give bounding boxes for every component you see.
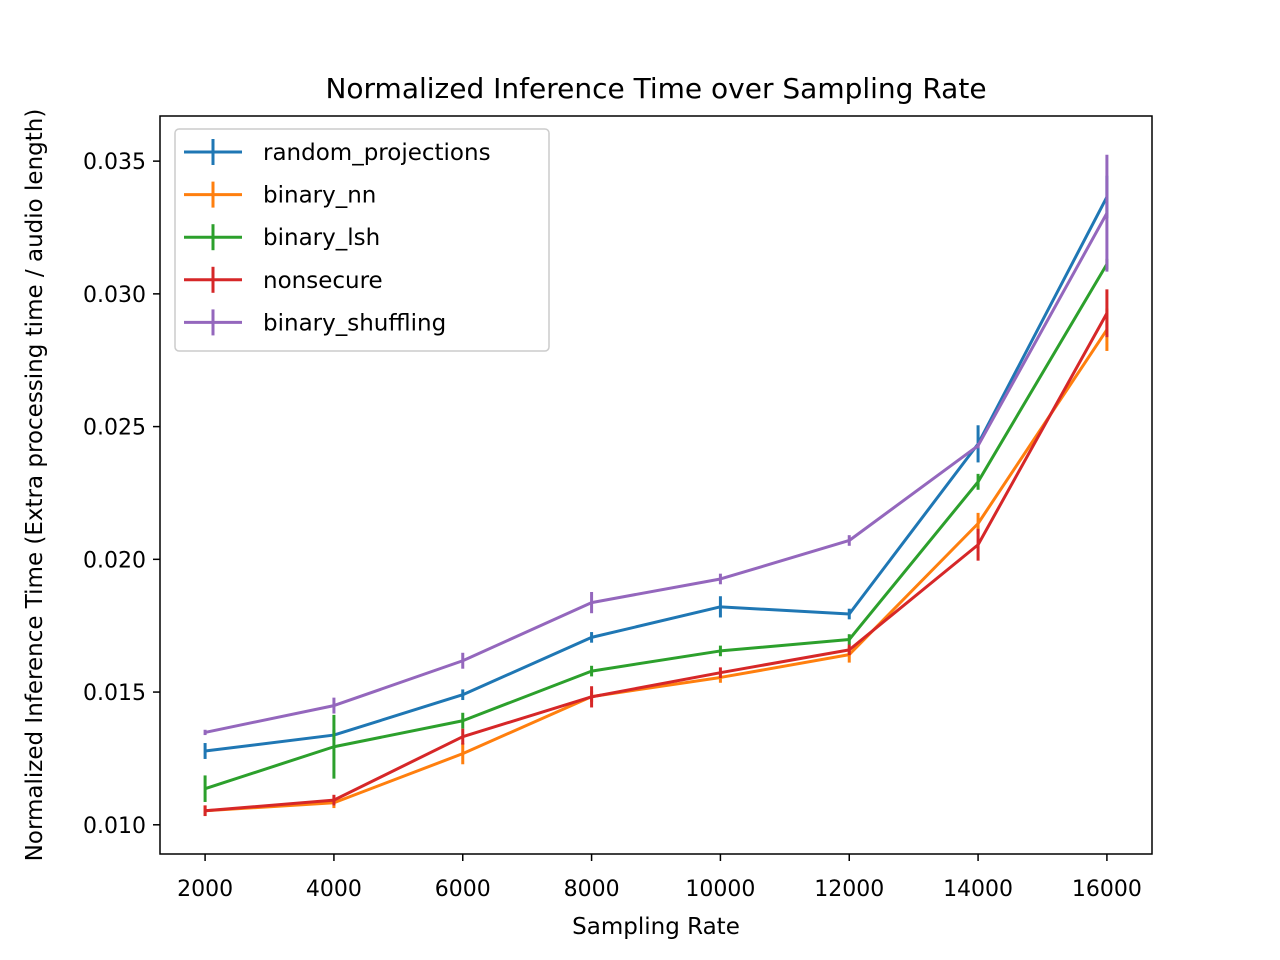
x-axis-label: Sampling Rate	[572, 914, 740, 940]
x-tick-label: 16000	[1072, 877, 1142, 902]
x-axis: 2000 4000 6000 8000 10000 12000 14000 16000	[177, 854, 1142, 902]
x-tick-label: 4000	[306, 877, 362, 902]
x-tick-label: 14000	[943, 877, 1013, 902]
y-tick-label: 0.020	[83, 548, 146, 573]
legend-item: binary_lsh	[184, 224, 380, 251]
legend-box	[174, 128, 550, 352]
legend-label: random_projections	[263, 140, 491, 166]
legend-item: random_projections	[184, 139, 491, 166]
series-line-random_projections	[204, 196, 1109, 753]
legend-item: binary_shuffling	[184, 309, 446, 336]
legend-label: binary_nn	[263, 183, 376, 209]
y-tick-label: 0.025	[83, 416, 146, 441]
y-tick-label: 0.010	[83, 814, 146, 839]
series-nonsecure	[203, 289, 1109, 817]
series-layer	[203, 154, 1109, 817]
y-axis: 0.010 0.015 0.020 0.025 0.030 0.035	[83, 150, 160, 839]
x-tick-label: 12000	[814, 877, 884, 902]
legend-label: binary_shuffling	[263, 310, 446, 336]
y-tick-label: 0.035	[83, 150, 146, 175]
y-tick-label: 0.030	[83, 283, 146, 308]
x-tick-label: 6000	[435, 877, 491, 902]
legend-label: binary_lsh	[263, 225, 380, 251]
series-binary_lsh	[203, 258, 1109, 802]
plot-frame	[159, 115, 1153, 855]
y-axis-label: Normalized Inference Time (Extra process…	[22, 109, 48, 862]
series-line-binary_shuffling	[204, 212, 1109, 734]
y-tick-label: 0.015	[83, 681, 146, 706]
legend: random_projections binary_nn binary_lshnon…	[174, 128, 550, 352]
series-line-binary_lsh	[204, 263, 1109, 791]
x-tick-label: 2000	[177, 877, 233, 902]
legend-item: nonsecure	[184, 266, 383, 294]
legend-item: binary_nn	[184, 181, 376, 209]
series-binary_shuffling	[203, 154, 1109, 736]
x-tick-label: 10000	[685, 877, 755, 902]
chart-title: Normalized Inference Time over Sampling …	[325, 72, 986, 105]
x-tick-label: 8000	[564, 877, 620, 902]
legend-label: nonsecure	[263, 268, 383, 294]
series-line-nonsecure	[204, 312, 1109, 813]
series-line-binary_nn	[204, 328, 1109, 813]
